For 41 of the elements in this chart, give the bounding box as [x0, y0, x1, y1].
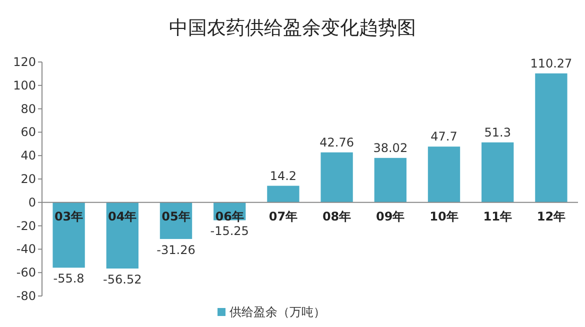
x-tick-label: 06年	[215, 209, 244, 224]
x-tick-label: 05年	[162, 209, 190, 224]
y-tick-label: -20	[16, 218, 36, 233]
x-tick-label: 12年	[536, 209, 566, 224]
x-tick-label: 10年	[430, 209, 458, 224]
x-tick-label: 04年	[108, 209, 137, 224]
data-label: 38.02	[373, 140, 408, 155]
bar	[535, 73, 568, 202]
data-label: 51.3	[484, 125, 511, 140]
y-tick-label: -80	[16, 289, 36, 303]
data-label: 110.27	[530, 56, 572, 70]
bar	[428, 146, 460, 202]
x-tick-label: 08年	[322, 209, 352, 224]
x-tick-label: 09年	[376, 209, 405, 224]
y-tick-label: 80	[20, 102, 36, 116]
legend-label: 供给盈余（万吨）	[230, 305, 326, 319]
y-tick-label: 100	[13, 78, 36, 92]
data-label: 14.2	[270, 168, 297, 183]
y-tick-label: 40	[20, 148, 36, 163]
y-tick-label: 20	[20, 172, 36, 186]
y-tick-label: 0	[28, 195, 36, 210]
data-label: -55.8	[53, 272, 84, 286]
data-label: 42.76	[320, 135, 354, 150]
y-tick-label: 60	[20, 125, 36, 140]
data-label: -31.26	[156, 242, 196, 257]
y-tick-label: -40	[16, 242, 36, 256]
chart-title: 中国农药供给盈余变化趋势图	[169, 17, 416, 39]
data-label: -15.25	[210, 224, 249, 238]
x-tick-label: 03年	[54, 209, 84, 224]
y-tick-label: 120	[13, 55, 36, 69]
x-tick-label: 07年	[268, 209, 298, 224]
bar	[267, 186, 300, 202]
bar	[374, 158, 406, 202]
bar	[482, 142, 514, 202]
y-tick-label: -60	[16, 266, 36, 280]
data-label: 47.7	[430, 130, 458, 144]
bar	[52, 202, 85, 268]
x-tick-label: 11年	[483, 209, 512, 224]
bar	[320, 152, 353, 202]
bar	[106, 202, 138, 269]
data-label: -56.52	[103, 272, 142, 287]
